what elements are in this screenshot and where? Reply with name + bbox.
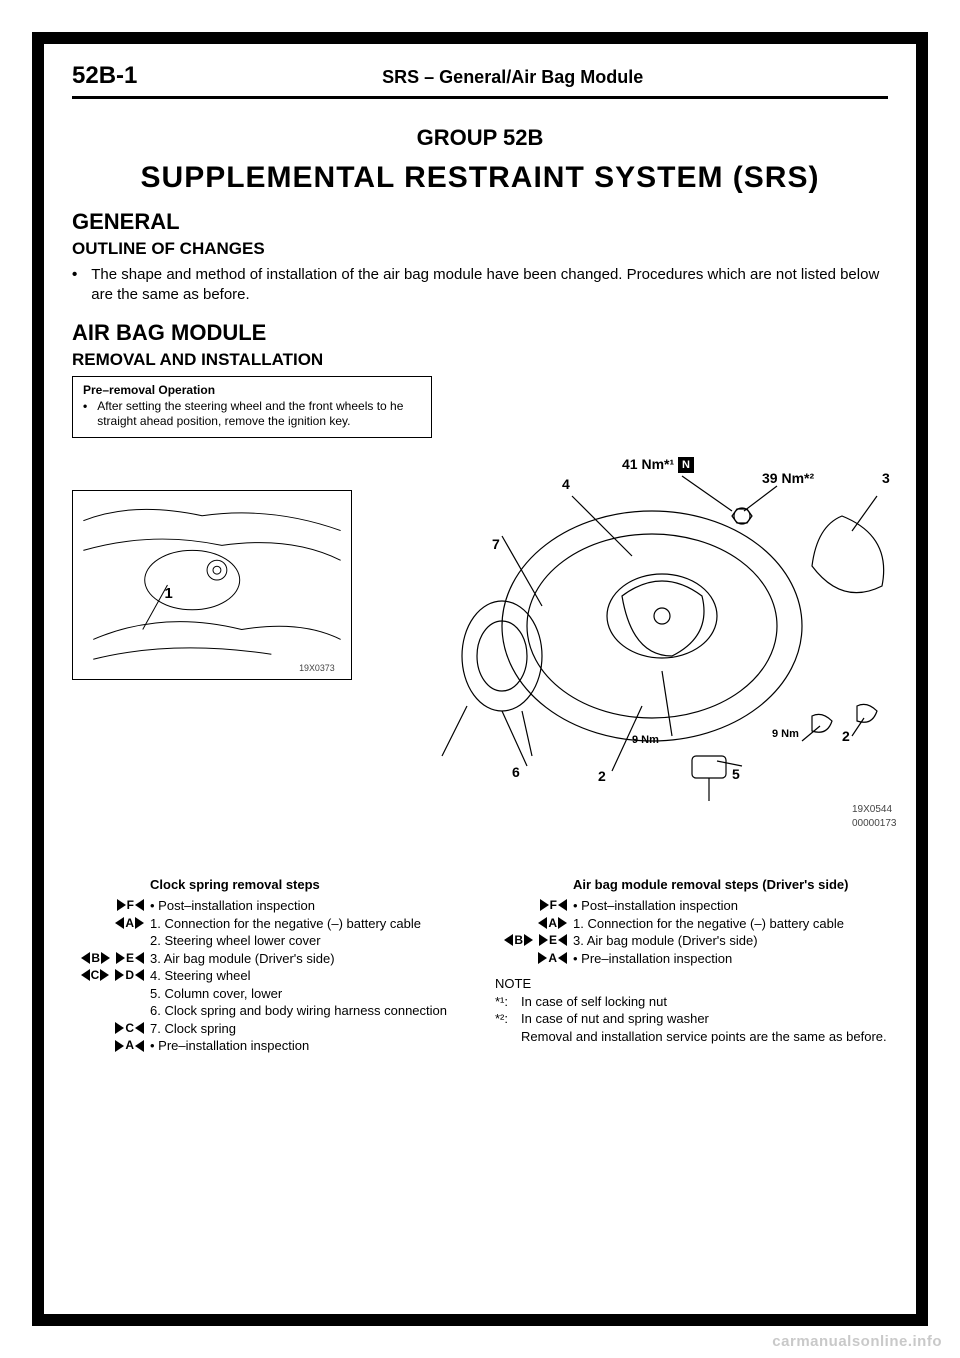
airbag-heading: AIR BAG MODULE [72, 320, 888, 346]
small-diagram-svg: 1 19X0373 [73, 491, 351, 679]
step-row: A1. Connection for the negative (–) batt… [495, 915, 888, 933]
outline-list: The shape and method of installation of … [72, 265, 888, 306]
note-block: NOTE *¹: In case of self locking nut *²:… [495, 975, 888, 1045]
step-text: • Post–installation inspection [573, 897, 888, 915]
airbag-sub-heading: REMOVAL AND INSTALLATION [72, 350, 888, 370]
header-row: 52B-1 SRS – General/Air Bag Module [72, 62, 888, 99]
step-row: BE3. Air bag module (Driver's side) [495, 932, 888, 950]
step-row: F• Post–installation inspection [495, 897, 888, 915]
step-text: 1. Connection for the negative (–) batte… [573, 915, 888, 933]
note1-text: In case of self locking nut [521, 993, 667, 1011]
step-text: 3. Air bag module (Driver's side) [573, 932, 888, 950]
steps-area: Clock spring removal steps F• Post–insta… [72, 876, 888, 1055]
note2-label: *²: [495, 1010, 521, 1028]
group-title: GROUP 52B [72, 125, 888, 151]
callout-6: 6 [512, 764, 520, 780]
step-text: 5. Column cover, lower [150, 985, 465, 1003]
callout-1: 1 [165, 585, 173, 601]
step-text: 3. Air bag module (Driver's side) [150, 950, 465, 968]
small-diagram: 1 19X0373 [72, 490, 352, 680]
step-text: • Pre–installation inspection [150, 1037, 465, 1055]
general-heading: GENERAL [72, 209, 888, 235]
big-diagram [372, 456, 912, 816]
step-row: 6. Clock spring and body wiring harness … [72, 1002, 465, 1020]
step-row: A1. Connection for the negative (–) batt… [72, 915, 465, 933]
step-text: • Post–installation inspection [150, 897, 465, 915]
steps-left-title: Clock spring removal steps [150, 876, 465, 894]
step-text: 6. Clock spring and body wiring harness … [150, 1002, 465, 1020]
note1-label: *¹: [495, 993, 521, 1011]
outline-text: The shape and method of installation of … [72, 265, 888, 306]
pre-removal-text: After setting the steering wheel and the… [83, 399, 421, 429]
step-row: F• Post–installation inspection [72, 897, 465, 915]
step-text: • Pre–installation inspection [573, 950, 888, 968]
step-row: 2. Steering wheel lower cover [72, 932, 465, 950]
diagram-area: 41 Nm*¹ N 39 Nm*² 3 4 7 [72, 456, 888, 826]
torque-9a: 9 Nm [632, 734, 659, 746]
big-diagram-code: 19X0544 [852, 804, 892, 815]
svg-text:19X0373: 19X0373 [299, 663, 335, 673]
step-text: 7. Clock spring [150, 1020, 465, 1038]
step-row: BE3. Air bag module (Driver's side) [72, 950, 465, 968]
step-row: A• Pre–installation inspection [72, 1037, 465, 1055]
doc-code: 00000173 [852, 818, 897, 829]
pre-removal-title: Pre–removal Operation [83, 383, 421, 397]
step-row: C7. Clock spring [72, 1020, 465, 1038]
watermark: carmanualsonline.info [772, 1333, 942, 1350]
pre-removal-box: Pre–removal Operation After setting the … [72, 376, 432, 438]
step-row: A• Pre–installation inspection [495, 950, 888, 968]
big-diagram-svg [372, 456, 912, 816]
torque-9b: 9 Nm [772, 728, 799, 740]
main-title: SUPPLEMENTAL RESTRAINT SYSTEM (SRS) [72, 161, 888, 195]
step-row: CD4. Steering wheel [72, 967, 465, 985]
callout-5: 5 [732, 766, 740, 782]
callout-2b: 2 [842, 728, 850, 744]
note-title: NOTE [495, 975, 888, 993]
steps-right-title: Air bag module removal steps (Driver's s… [573, 876, 888, 894]
step-text: 1. Connection for the negative (–) batte… [150, 915, 465, 933]
page-number: 52B-1 [72, 62, 137, 90]
page-header-title: SRS – General/Air Bag Module [137, 67, 888, 88]
steps-left-col: Clock spring removal steps F• Post–insta… [72, 876, 465, 1055]
page-inner: 52B-1 SRS – General/Air Bag Module GROUP… [44, 44, 916, 1314]
page-frame: 52B-1 SRS – General/Air Bag Module GROUP… [32, 32, 928, 1326]
note-extra: Removal and installation service points … [521, 1028, 887, 1046]
step-row: 5. Column cover, lower [72, 985, 465, 1003]
callout-2a: 2 [598, 768, 606, 784]
step-text: 2. Steering wheel lower cover [150, 932, 465, 950]
outline-heading: OUTLINE OF CHANGES [72, 239, 888, 259]
steps-right-col: Air bag module removal steps (Driver's s… [495, 876, 888, 1055]
note2-text: In case of nut and spring washer [521, 1010, 709, 1028]
step-text: 4. Steering wheel [150, 967, 465, 985]
